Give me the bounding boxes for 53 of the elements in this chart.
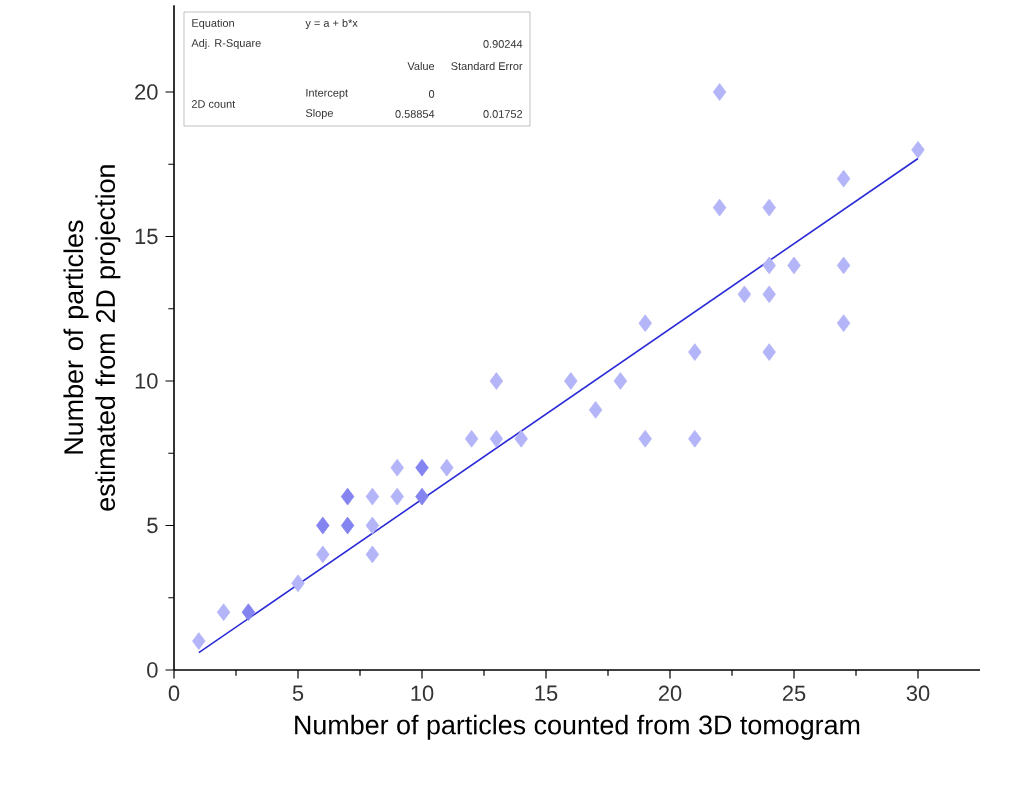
point (638, 430, 652, 448)
y-tick-label: 15 (135, 228, 158, 245)
x-tick-label: 0 (168, 685, 180, 702)
point (836, 256, 851, 275)
point (316, 545, 330, 564)
y-tick-label: 10 (135, 373, 158, 389)
point (836, 314, 851, 332)
point (241, 603, 256, 621)
point (415, 487, 429, 506)
point (836, 169, 851, 188)
point (489, 372, 504, 390)
point (464, 430, 479, 448)
point (291, 574, 305, 593)
point (564, 372, 578, 390)
point (365, 487, 380, 506)
x-tick-label: 5 (292, 685, 304, 701)
point (440, 458, 454, 477)
x-tick-label: 15 (535, 685, 558, 701)
point (737, 285, 752, 304)
point (762, 198, 776, 217)
point (415, 458, 429, 477)
point (192, 632, 206, 650)
x-tick-label: 20 (658, 685, 682, 702)
point (688, 343, 702, 361)
point (588, 401, 603, 419)
point (316, 516, 330, 535)
point (390, 487, 404, 506)
point (638, 314, 652, 332)
point (514, 430, 528, 448)
point (340, 487, 355, 506)
point (390, 458, 404, 477)
point (787, 256, 801, 275)
point (688, 430, 702, 448)
x-axis-title: Number of particles counted from 3D tomogram (295, 714, 860, 740)
point (712, 83, 727, 101)
point (712, 198, 727, 217)
y-tick-label: 5 (147, 517, 158, 534)
point (762, 343, 776, 361)
point (216, 603, 231, 621)
point (489, 430, 504, 448)
y-tick-label: 20 (135, 84, 158, 100)
y-axis-title: Number of particles estimated from 2D projection (63, 165, 121, 511)
y-tick-label: 0 (147, 662, 158, 678)
point (762, 256, 776, 275)
point (365, 545, 380, 564)
point (340, 516, 355, 535)
point (613, 372, 628, 390)
x-tick-label: 30 (906, 685, 930, 702)
x-tick-label: 25 (782, 685, 806, 702)
x-tick-label: 10 (411, 685, 434, 702)
point (911, 141, 925, 159)
point (365, 516, 380, 535)
point (762, 285, 776, 304)
